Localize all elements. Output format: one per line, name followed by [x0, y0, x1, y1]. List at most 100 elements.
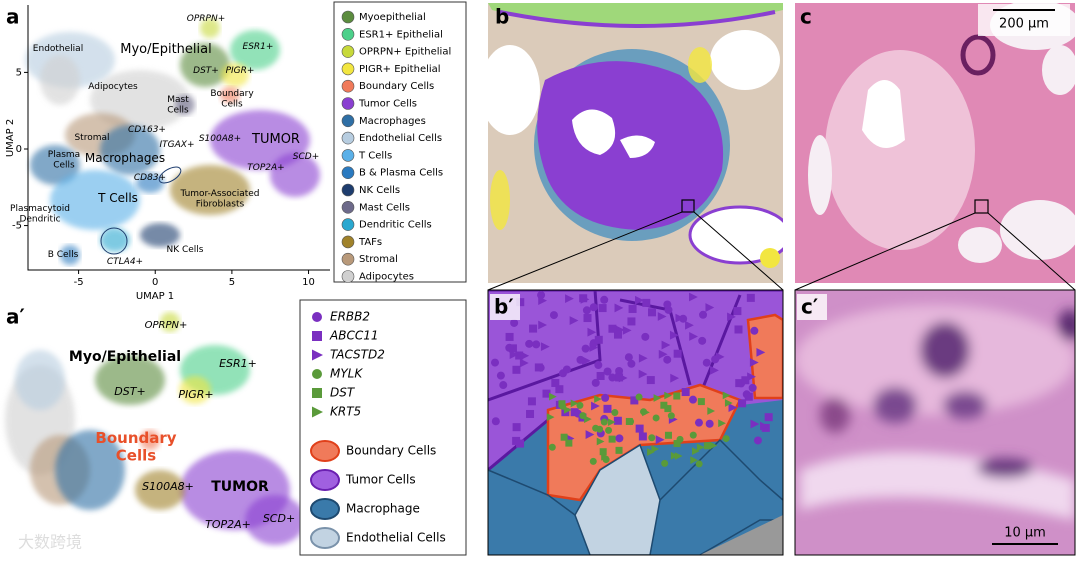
- legend-swatch: [341, 97, 355, 110]
- legend-label: Endothelial Cells: [346, 531, 446, 545]
- transcript-dot: [703, 442, 711, 450]
- cluster-label: Tumor-Associated Fibroblasts: [179, 189, 259, 209]
- transcript-dot: [638, 432, 647, 441]
- label-line: ESR1+: [219, 357, 257, 370]
- transcript-dot: [491, 358, 500, 367]
- transcript-dot: [512, 436, 521, 445]
- label-line: DST+: [114, 385, 145, 398]
- label-line: Dendritic: [19, 214, 60, 224]
- transcript-dot: [565, 294, 574, 304]
- transcript-dot: [600, 295, 609, 304]
- transcript-dot: [622, 326, 632, 335]
- transcript-dot: [585, 430, 595, 439]
- legend-label: ABCC11: [329, 329, 378, 343]
- transcript-dot: [651, 445, 660, 453]
- transcript-dot: [756, 347, 766, 357]
- transcript-dot: [594, 395, 602, 403]
- transcript-dot: [576, 401, 584, 409]
- transcript-dot: [600, 418, 608, 426]
- transcript-dot: [702, 358, 711, 367]
- transcript-dot: [675, 313, 685, 323]
- transcript-dot: [689, 431, 697, 439]
- cluster-label: NK Cells: [166, 245, 203, 255]
- transcript-dot: [519, 358, 529, 368]
- cluster-label: CTLA4+: [107, 257, 143, 267]
- transcript-dot: [569, 316, 579, 325]
- transcript-dot: [658, 349, 668, 359]
- label-line: CTLA4+: [107, 257, 143, 267]
- transcript-dot: [707, 407, 716, 415]
- transcript-dot: [515, 351, 524, 360]
- transcript-dot: [560, 433, 568, 441]
- legend-box: [333, 1, 467, 283]
- label-line: NK Cells: [166, 245, 203, 255]
- frame: [487, 289, 784, 556]
- transcript-dot: [641, 332, 650, 341]
- label-line: Cells: [116, 446, 156, 464]
- legend-marker: [312, 406, 323, 418]
- legend-swatch: [341, 27, 355, 41]
- legend-label: Boundary Cells: [359, 81, 434, 92]
- legend-label: DST: [330, 386, 356, 400]
- cluster-blob: [100, 228, 130, 252]
- legend-label: NK Cells: [359, 185, 400, 196]
- panel-letter: a: [6, 5, 20, 29]
- transcript-dot: [670, 373, 680, 383]
- transcript-dot: [591, 401, 600, 411]
- transcript-dot: [638, 369, 648, 379]
- cluster-blob: [140, 430, 160, 450]
- transcript-dot: [695, 460, 703, 468]
- transcript-dot: [491, 417, 500, 426]
- cluster-blob: [221, 63, 249, 87]
- label-line: TUMOR: [251, 132, 300, 147]
- transcript-dot: [615, 366, 624, 375]
- zoom-line: [487, 211, 1076, 291]
- label-line: SCD+: [263, 512, 295, 525]
- label-line: SCD+: [293, 152, 319, 162]
- cluster-blob: [245, 495, 305, 545]
- cluster-label: Myo/Epithelial: [120, 42, 211, 57]
- transcript-dot: [652, 414, 660, 422]
- cluster-label: Endothelial: [33, 44, 83, 54]
- axis-line: [27, 5, 330, 271]
- transcript-dot: [608, 324, 617, 333]
- legend-swatch: [341, 10, 355, 24]
- transcript-dot: [589, 457, 597, 465]
- transcript-dot: [674, 452, 683, 460]
- transcript-dot: [549, 311, 558, 320]
- cluster-label: ESR1+: [219, 357, 257, 370]
- cluster-blob: [200, 18, 220, 38]
- transcript-dot: [551, 378, 560, 387]
- transcript-dot: [689, 292, 698, 302]
- legend-swatch: [341, 201, 355, 214]
- transcript-dot: [638, 353, 648, 363]
- legend-label: Adipocytes: [359, 272, 414, 283]
- cluster-label: Plasmacytoid Dendritic: [10, 204, 70, 224]
- legend-label: KRT5: [330, 405, 361, 419]
- transcript-dot: [746, 293, 755, 302]
- transcript-dot: [525, 339, 534, 348]
- legend-label: B & Plasma Cells: [359, 168, 443, 179]
- cluster-label: DST+: [114, 385, 145, 398]
- legend-label: Endothelial Cells: [359, 133, 442, 144]
- label-line: TOP2A+: [247, 163, 284, 173]
- label-line: ESR1+: [243, 42, 274, 52]
- legend-label: Macrophages: [359, 116, 426, 127]
- cluster-label: Stromal: [74, 133, 109, 143]
- transcript-dot: [735, 379, 744, 388]
- legend-label: Mast Cells: [359, 202, 410, 213]
- transcript-dot: [570, 399, 579, 408]
- cluster-label: SCD+: [263, 512, 295, 525]
- legend-swatch: [341, 270, 355, 283]
- panel-letter: b: [495, 5, 509, 29]
- transcript-dot: [670, 451, 679, 460]
- panel-c-prime-image: [795, 290, 1075, 555]
- cluster-label: OPRPN+: [187, 14, 225, 24]
- transcript-dot: [499, 381, 508, 390]
- legend-swatch: [341, 166, 355, 179]
- transcript-dot: [673, 349, 682, 358]
- transcript-dot: [673, 440, 681, 448]
- y-tick-label: 0: [16, 144, 22, 155]
- transcript-dot: [520, 351, 530, 361]
